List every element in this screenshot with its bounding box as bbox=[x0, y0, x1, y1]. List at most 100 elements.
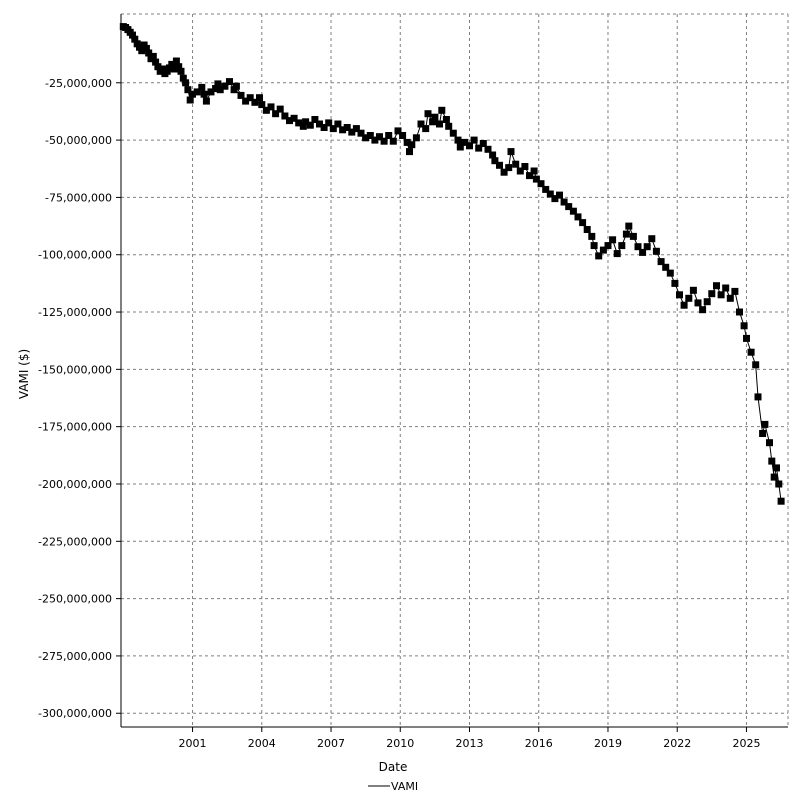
data-point-marker bbox=[182, 79, 190, 87]
data-point-marker bbox=[131, 35, 139, 43]
data-point-marker bbox=[170, 65, 178, 73]
data-point-marker bbox=[496, 161, 503, 169]
data-point-marker bbox=[258, 101, 266, 109]
x-tick-label: 2019 bbox=[594, 737, 622, 750]
data-point-marker bbox=[685, 294, 693, 302]
data-point-marker bbox=[579, 219, 587, 227]
y-tick-label: -100,000,000 bbox=[38, 249, 112, 262]
data-point-marker bbox=[666, 269, 674, 277]
data-point-marker bbox=[703, 298, 711, 306]
x-tick-label: 2010 bbox=[386, 737, 414, 750]
data-point-marker bbox=[142, 44, 150, 52]
data-point-marker bbox=[461, 138, 469, 146]
data-point-marker bbox=[747, 348, 755, 356]
data-point-marker bbox=[648, 235, 656, 243]
data-point-marker bbox=[152, 58, 160, 66]
data-point-marker bbox=[560, 198, 568, 206]
data-point-marker bbox=[436, 120, 443, 128]
data-point-marker bbox=[184, 86, 192, 94]
data-point-marker bbox=[456, 143, 464, 151]
data-point-marker bbox=[256, 94, 263, 102]
data-point-marker bbox=[569, 207, 577, 215]
data-point-marker bbox=[565, 203, 573, 211]
data-point-marker bbox=[507, 148, 515, 156]
data-point-marker bbox=[639, 248, 647, 256]
data-point-marker bbox=[145, 49, 153, 57]
data-point-marker bbox=[389, 137, 397, 145]
data-point-marker bbox=[613, 250, 621, 258]
data-point-marker bbox=[542, 185, 550, 193]
y-tick-label: -250,000,000 bbox=[38, 593, 112, 606]
data-point-marker bbox=[408, 141, 416, 149]
data-point-marker bbox=[662, 263, 670, 271]
data-point-marker bbox=[429, 118, 437, 126]
data-point-marker bbox=[770, 473, 778, 481]
data-point-marker bbox=[694, 299, 702, 307]
data-point-marker bbox=[334, 120, 342, 128]
data-point-marker bbox=[159, 65, 166, 73]
data-point-marker bbox=[376, 133, 383, 141]
data-point-marker bbox=[551, 195, 559, 203]
data-point-marker bbox=[604, 242, 612, 250]
data-point-marker bbox=[466, 142, 473, 150]
data-point-marker bbox=[403, 138, 411, 146]
data-point-marker bbox=[422, 125, 430, 133]
data-point-marker bbox=[272, 110, 280, 118]
data-point-marker bbox=[168, 60, 176, 68]
data-point-marker bbox=[232, 82, 240, 90]
data-point-marker bbox=[546, 190, 554, 198]
y-tick-label: -225,000,000 bbox=[38, 535, 112, 548]
data-point-marker bbox=[699, 306, 707, 314]
data-point-marker bbox=[189, 90, 196, 98]
data-point-marker bbox=[445, 122, 453, 130]
data-point-marker bbox=[768, 457, 776, 465]
data-point-marker bbox=[438, 106, 446, 114]
data-point-marker bbox=[316, 120, 323, 128]
data-point-marker bbox=[766, 439, 773, 447]
data-point-marker bbox=[221, 82, 229, 90]
data-point-marker bbox=[475, 144, 483, 152]
data-point-marker bbox=[237, 91, 245, 99]
legend-label: VAMI bbox=[391, 780, 418, 793]
data-point-marker bbox=[489, 151, 497, 159]
y-tick-label: -150,000,000 bbox=[38, 363, 112, 376]
y-tick-label: -50,000,000 bbox=[45, 134, 112, 147]
data-point-marker bbox=[537, 180, 545, 188]
data-point-marker bbox=[186, 96, 194, 104]
x-tick-label: 2025 bbox=[732, 737, 760, 750]
data-point-marker bbox=[512, 160, 520, 168]
data-point-marker bbox=[138, 47, 146, 55]
data-point-marker bbox=[599, 246, 607, 254]
data-point-marker bbox=[198, 83, 206, 91]
data-point-marker bbox=[286, 117, 293, 125]
data-point-marker bbox=[532, 175, 540, 183]
data-point-marker bbox=[671, 279, 679, 287]
data-point-marker bbox=[339, 126, 347, 134]
x-tick-label: 2016 bbox=[525, 737, 553, 750]
data-point-marker bbox=[726, 294, 734, 302]
data-point-marker bbox=[761, 420, 769, 428]
data-point-marker bbox=[193, 88, 201, 96]
data-point-marker bbox=[454, 136, 462, 144]
data-point-marker bbox=[717, 291, 725, 299]
data-point-marker bbox=[680, 301, 688, 309]
data-point-marker bbox=[212, 85, 220, 92]
data-point-marker bbox=[149, 52, 157, 60]
data-point-marker bbox=[689, 286, 697, 294]
data-point-marker bbox=[325, 119, 333, 127]
data-point-marker bbox=[759, 430, 767, 437]
data-point-marker bbox=[521, 163, 529, 170]
data-point-marker bbox=[722, 284, 730, 292]
data-point-marker bbox=[634, 243, 642, 251]
data-point-marker bbox=[743, 334, 750, 342]
x-tick-label: 2022 bbox=[663, 737, 691, 750]
data-point-marker bbox=[226, 78, 233, 86]
data-point-marker bbox=[574, 213, 582, 221]
data-point-marker bbox=[590, 242, 598, 250]
data-point-marker bbox=[505, 164, 513, 172]
data-point-marker bbox=[343, 124, 351, 131]
data-point-marker bbox=[276, 105, 284, 113]
data-point-marker bbox=[202, 97, 210, 105]
data-point-marker bbox=[629, 232, 637, 240]
